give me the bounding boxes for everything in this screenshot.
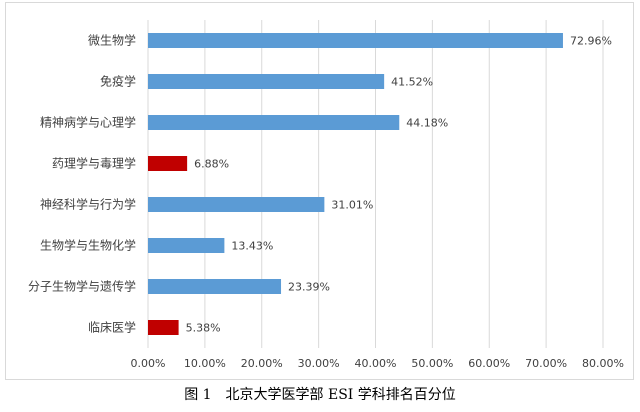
bar-6 bbox=[148, 279, 282, 294]
figure-caption: 图 1 北京大学医学部 ESI 学科排名百分位 bbox=[184, 387, 456, 403]
bar-5 bbox=[148, 238, 225, 253]
data-label-4: 31.01% bbox=[331, 199, 373, 212]
x-tick-label-5: 50.00% bbox=[411, 357, 453, 370]
data-label-6: 23.39% bbox=[288, 281, 330, 294]
x-tick-label-1: 10.00% bbox=[184, 357, 226, 370]
bar-7 bbox=[148, 320, 179, 335]
data-label-2: 44.18% bbox=[406, 117, 448, 130]
category-label-1: 免疫学 bbox=[100, 74, 136, 89]
x-tick-label-4: 40.00% bbox=[355, 357, 397, 370]
bar-4 bbox=[148, 197, 325, 212]
x-tick-label-0: 0.00% bbox=[131, 357, 166, 370]
x-tick-label-8: 80.00% bbox=[582, 357, 624, 370]
bar-2 bbox=[148, 115, 400, 130]
category-label-0: 微生物学 bbox=[88, 33, 136, 48]
x-tick-label-7: 70.00% bbox=[525, 357, 567, 370]
category-label-3: 药理学与毒理学 bbox=[52, 156, 136, 171]
data-label-5: 13.43% bbox=[231, 240, 273, 253]
category-label-7: 临床医学 bbox=[88, 320, 136, 335]
bar-1 bbox=[148, 74, 385, 89]
data-label-1: 41.52% bbox=[391, 76, 433, 89]
data-label-7: 5.38% bbox=[186, 322, 221, 335]
category-label-4: 神经科学与行为学 bbox=[40, 197, 136, 212]
category-label-6: 分子生物学与遗传学 bbox=[28, 279, 136, 294]
bar-3 bbox=[148, 156, 188, 171]
bar-chart: 0.00% 10.00% 20.00% 30.00% 40.00% 50.00% 60.00… bbox=[28, 20, 624, 370]
x-tick-label-2: 20.00% bbox=[241, 357, 283, 370]
category-label-2: 精神病学与心理学 bbox=[40, 115, 136, 130]
x-tick-label-6: 60.00% bbox=[468, 357, 510, 370]
chart-frame bbox=[5, 2, 634, 380]
data-label-0: 72.96% bbox=[570, 35, 612, 48]
x-tick-label-3: 30.00% bbox=[298, 357, 340, 370]
bar-0 bbox=[148, 33, 563, 48]
category-label-5: 生物学与生物化学 bbox=[40, 238, 136, 253]
data-label-3: 6.88% bbox=[194, 158, 229, 171]
